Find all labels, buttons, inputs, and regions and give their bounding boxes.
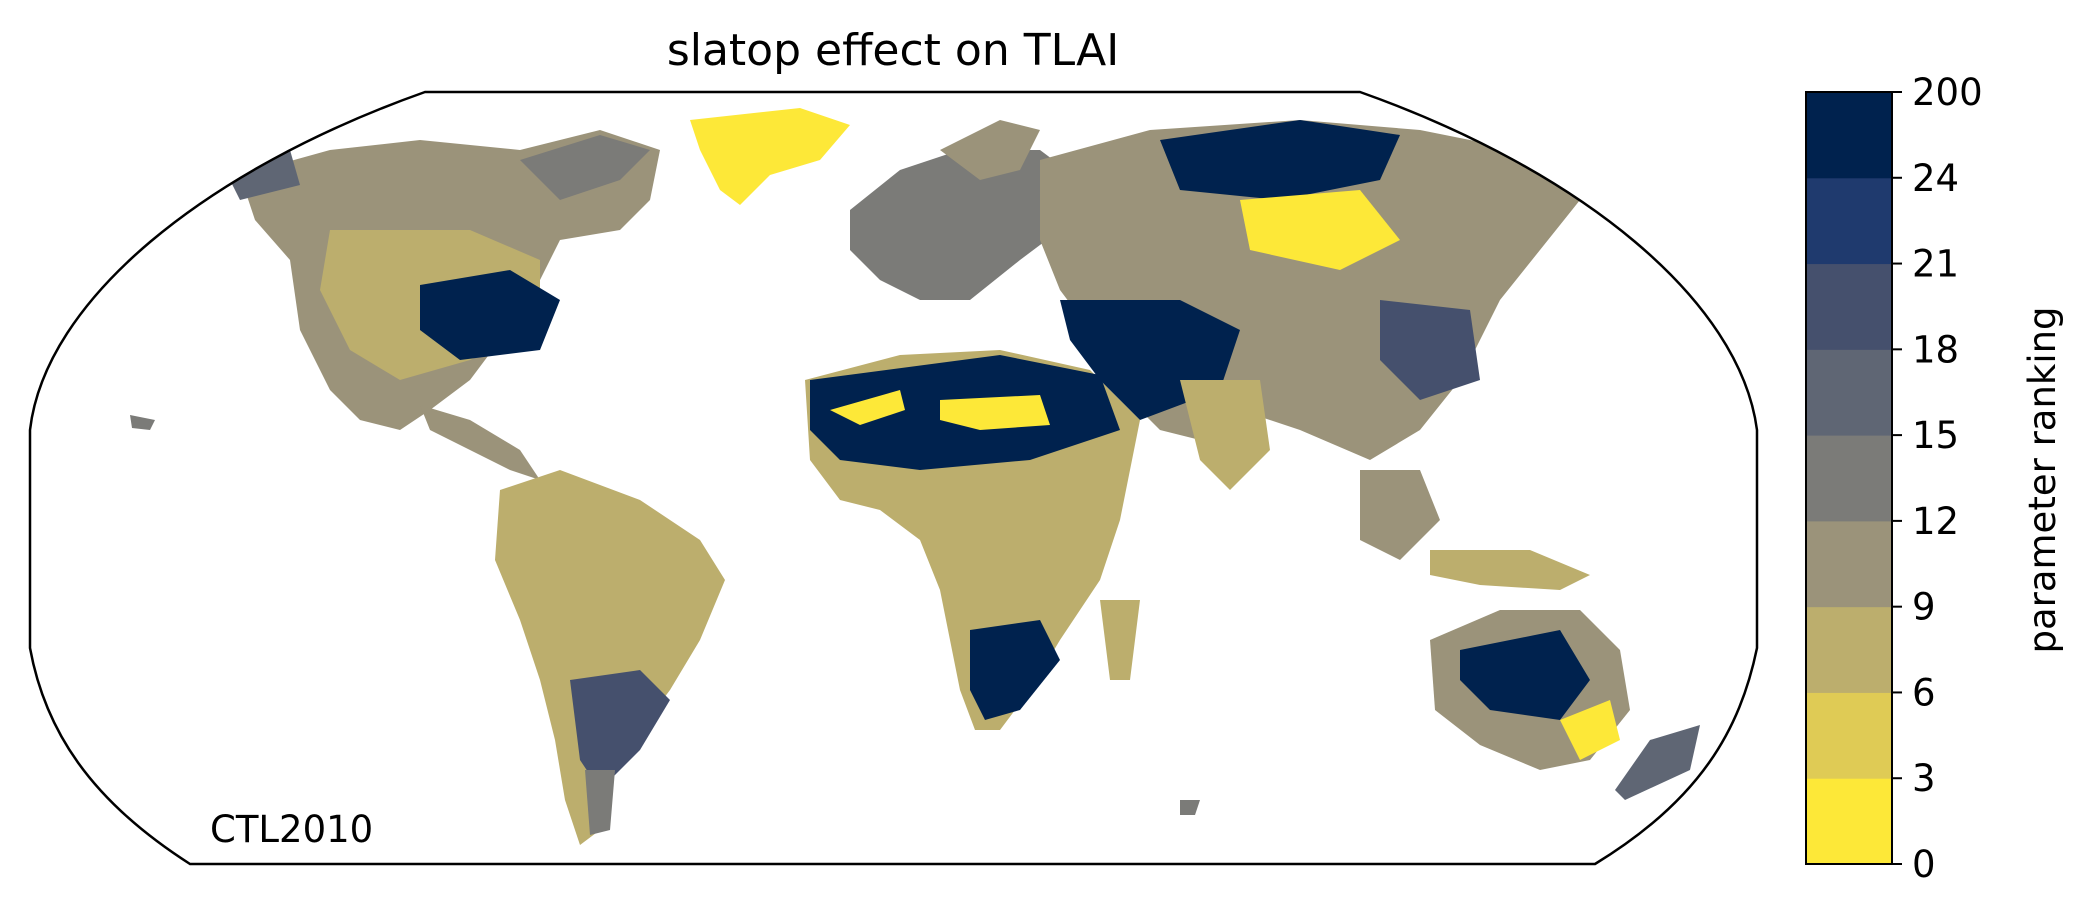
hawaii [130,415,155,430]
pacific-island [1180,800,1200,815]
colorbar-segment [1806,92,1892,179]
colorbar: 0 3 6 9 12 15 18 21 24 200 [1805,71,1983,886]
south-america-south [570,670,670,790]
south-america [495,470,725,845]
experiment-label: CTL2010 [210,808,373,851]
colorbar-frame [1805,91,1893,865]
siberia [1160,120,1400,200]
colorbar-tick-label: 24 [1912,157,1959,200]
greenland [690,108,850,205]
indonesia [1430,550,1590,590]
land-layer [130,108,1700,845]
colorbar-segment [1806,606,1892,693]
colorbar-tick-label: 6 [1912,671,1936,714]
colorbar-segment [1806,177,1892,265]
new-zealand [1615,725,1700,800]
colorbar-tick-label: 200 [1912,71,1983,114]
colorbar-segment [1806,778,1892,865]
colorbar-label: parameter ranking [2021,306,2064,653]
usa-block [420,270,560,360]
south-america-tip [585,770,615,835]
colorbar-tick-label: 0 [1912,843,1936,886]
central-america [420,405,540,480]
colorbar-segment [1806,349,1892,436]
china-east [1380,300,1480,400]
colorbar-tick-label: 18 [1912,328,1959,371]
australia-dark [1460,630,1590,720]
scandinavia [940,120,1040,180]
sahara-yellow-2 [940,395,1050,430]
colorbar-tick-label: 3 [1912,757,1936,800]
map-frame [28,90,1759,866]
colorbar-segment [1806,692,1892,779]
sahara-yellow-1 [830,390,905,425]
colorbar-segment [1806,263,1892,350]
canada-north [520,135,650,200]
central-asia-yellow [1240,190,1400,270]
map-title: slatop effect on TLAI [667,25,1119,76]
colorbar-tick-label: 9 [1912,586,1936,629]
southeast-asia [1360,470,1440,560]
colorbar-tick-label: 15 [1912,414,1959,457]
colorbar-segment [1806,435,1892,522]
europe [850,150,1080,300]
south-africa-block [970,620,1060,720]
colorbar-segment [1806,520,1892,608]
australia-yellow [1560,700,1620,760]
colorbar-tick-label: 21 [1912,243,1959,286]
madagascar [1100,600,1140,680]
india [1180,380,1270,490]
colorbar-tick-label: 12 [1912,500,1959,543]
